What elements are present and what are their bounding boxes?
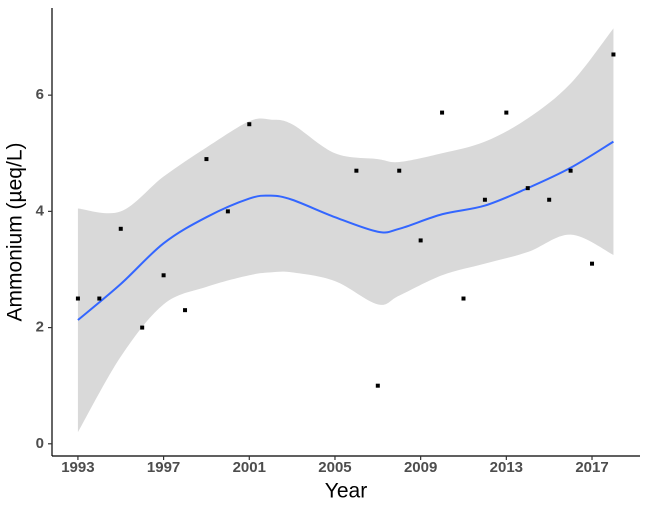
x-tick-label: 2013 xyxy=(490,459,523,476)
point xyxy=(504,110,509,115)
point xyxy=(225,209,230,214)
point xyxy=(440,110,445,115)
point xyxy=(525,186,530,191)
point xyxy=(482,197,487,202)
y-tick-label: 6 xyxy=(36,86,44,103)
point xyxy=(204,157,209,162)
x-axis-label: Year xyxy=(325,480,367,503)
point xyxy=(118,226,123,231)
point xyxy=(75,296,80,301)
point xyxy=(354,168,359,173)
point xyxy=(161,273,166,278)
x-tick-label: 2001 xyxy=(233,459,266,476)
x-tick-label: 2009 xyxy=(404,459,437,476)
point xyxy=(397,168,402,173)
point xyxy=(547,197,552,202)
point xyxy=(461,296,466,301)
y-axis-label: Ammonium (µeq/L) xyxy=(4,143,27,322)
confidence-band xyxy=(77,28,614,433)
x-tick-label: 1997 xyxy=(147,459,180,476)
point xyxy=(183,308,188,313)
y-tick-label: 2 xyxy=(36,319,44,336)
point xyxy=(97,296,102,301)
point xyxy=(568,168,573,173)
x-tick-label: 2005 xyxy=(318,459,351,476)
x-tick-label: 2017 xyxy=(575,459,608,476)
point xyxy=(140,325,145,330)
point xyxy=(247,122,252,127)
y-tick-label: 0 xyxy=(36,435,44,452)
point xyxy=(611,52,616,57)
point xyxy=(375,383,380,388)
fit-line xyxy=(77,140,614,321)
x-tick-label: 1993 xyxy=(61,459,94,476)
point xyxy=(590,261,595,266)
point xyxy=(418,238,423,243)
y-tick-label: 4 xyxy=(36,202,45,219)
